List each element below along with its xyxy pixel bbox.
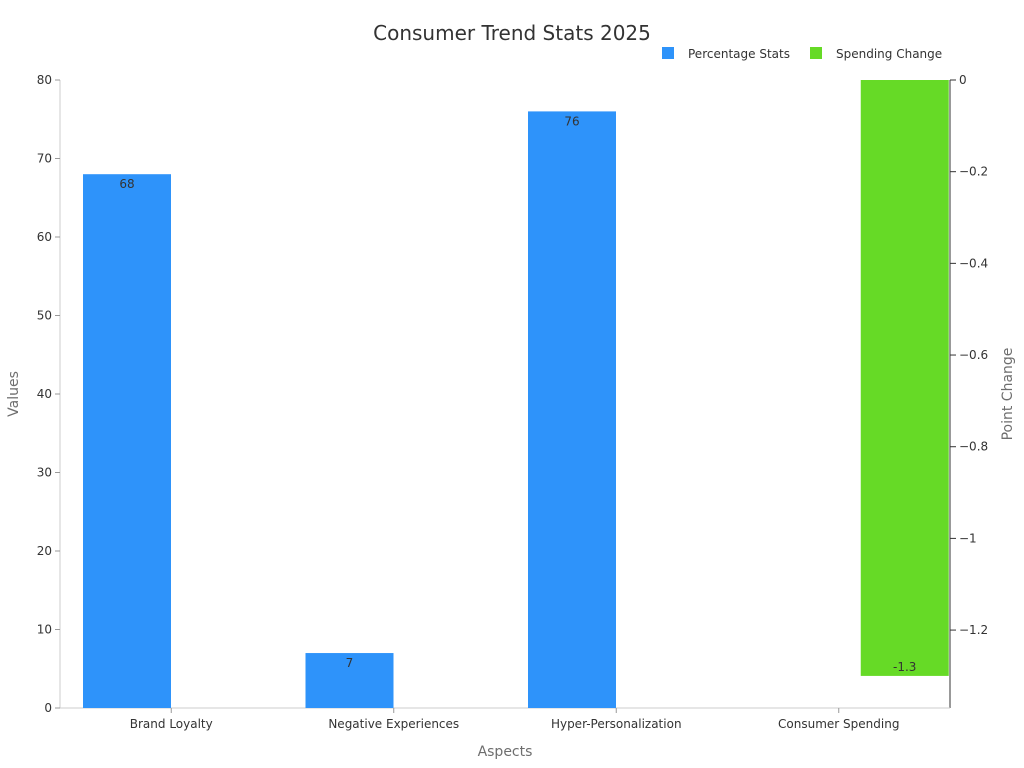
legend-label: Spending Change (836, 47, 942, 61)
left-tick-label: 40 (37, 387, 52, 401)
left-tick-label: 10 (37, 623, 52, 637)
y-axis-title: Values (6, 371, 22, 417)
left-tick-label: 80 (37, 73, 52, 87)
bar-consumer-spending (860, 80, 949, 676)
x-tick-label: Hyper-Personalization (551, 717, 682, 731)
right-tick-label: −0.2 (959, 165, 988, 179)
legend-label: Percentage Stats (688, 47, 790, 61)
bar-brand-loyalty (83, 174, 171, 708)
legend-item-percentage-stats: Percentage Stats (662, 47, 790, 61)
data-label-hyper-personalization: 76 (564, 114, 579, 128)
left-tick-label: 30 (37, 466, 52, 480)
data-label-negative-experiences: 7 (346, 656, 354, 670)
x-tick-label: Negative Experiences (328, 717, 459, 731)
legend-swatch (810, 47, 822, 59)
bar-hyper-personalization (528, 111, 616, 708)
x-tick-label: Brand Loyalty (130, 717, 213, 731)
legend-item-spending-change: Spending Change (810, 47, 942, 61)
x-tick-label: Consumer Spending (778, 717, 899, 731)
x-axis: Brand Loyalty Negative Experiences Hyper-P… (60, 707, 950, 731)
right-tick-label: −0.6 (959, 348, 988, 362)
left-tick-label: 70 (37, 152, 52, 166)
right-tick-label: −1 (959, 531, 977, 545)
right-tick-label: −0.8 (959, 440, 988, 454)
left-tick-label: 0 (44, 701, 52, 715)
right-y-axis: 0 −0.2 −0.4 −0.6 −0.8 −1 −1.2 (949, 73, 988, 708)
left-tick-label: 20 (37, 544, 52, 558)
x-axis-title: Aspects (478, 744, 533, 760)
data-label-consumer-spending: -1.3 (893, 660, 916, 674)
chart-title: Consumer Trend Stats 2025 (373, 21, 651, 45)
left-tick-label: 50 (37, 309, 52, 323)
right-tick-label: 0 (959, 73, 967, 87)
data-labels: 68 7 76 -1.3 (119, 114, 916, 674)
y2-axis-title: Point Change (1000, 348, 1016, 441)
right-tick-label: −0.4 (959, 256, 988, 270)
right-tick-label: −1.2 (959, 623, 988, 637)
bars (83, 80, 949, 708)
legend-swatch (662, 47, 674, 59)
legend: Percentage Stats Spending Change (662, 47, 942, 61)
data-label-brand-loyalty: 68 (119, 177, 134, 191)
left-tick-label: 60 (37, 230, 52, 244)
bar-negative-experiences (305, 653, 394, 708)
left-y-axis: 0 10 20 30 40 50 60 70 80 (37, 73, 61, 715)
